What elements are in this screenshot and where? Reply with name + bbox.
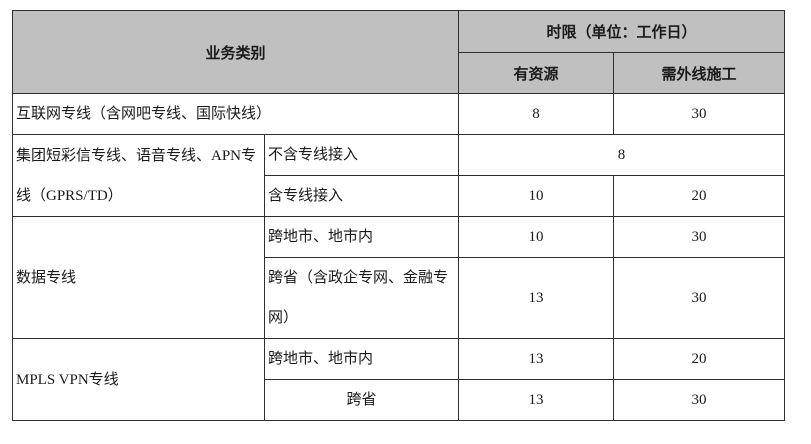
header-col-resource: 有资源	[458, 52, 615, 94]
cell-subcategory: 不含专线接入	[263, 134, 460, 176]
table-row: 集团短彩信专线、语音专线、APN专线（GPRS/TD） 不含专线接入 8	[12, 134, 786, 217]
cell-resource: 10	[458, 216, 615, 258]
header-row-2: 有资源 需外线施工	[13, 52, 786, 94]
table-row: 互联网专线（含网吧专线、国际快线） 8 30	[11, 93, 786, 135]
cell-subcategory: 含专线接入	[263, 175, 460, 217]
cell-construction: 30	[613, 257, 786, 339]
cell-resource: 13	[458, 379, 615, 421]
cell-construction: 20	[613, 175, 786, 217]
table-row: 含专线接入 10 20	[13, 175, 786, 217]
cell-subcategory: 跨省	[263, 379, 460, 421]
cell-construction: 30	[613, 93, 786, 135]
cell-construction: 30	[613, 216, 786, 258]
cell-construction: 30	[613, 379, 786, 421]
table-row: 数据专线 跨地市、地市内 10 30	[12, 216, 786, 339]
cell-category: 互联网专线（含网吧专线、国际快线）	[11, 93, 460, 135]
cell-category: 数据专线	[12, 216, 265, 339]
header-row-1: 业务类别 时限（单位：工作日）	[11, 10, 786, 94]
cell-merged-value: 8	[458, 134, 786, 176]
cell-category: MPLS VPN专线	[12, 338, 265, 421]
cell-resource: 8	[458, 93, 615, 135]
header-col-construction: 需外线施工	[613, 52, 786, 94]
business-time-limit-table: 业务类别 时限（单位：工作日） 有资源 需外线施工 互联网专线（含网吧专线、国际…	[11, 10, 786, 421]
cell-resource: 13	[458, 338, 615, 380]
cell-subcategory: 跨地市、地市内	[263, 338, 460, 380]
cell-subcategory: 跨省（含政企专网、金融专网）	[263, 257, 460, 339]
header-category: 业务类别	[11, 10, 460, 94]
cell-construction: 20	[613, 338, 786, 380]
header-time-limit: 时限（单位：工作日）	[458, 10, 786, 53]
cell-subcategory: 跨地市、地市内	[263, 216, 460, 258]
table-row: MPLS VPN专线 跨地市、地市内 13 20	[12, 338, 786, 421]
table-row: 跨省（含政企专网、金融专网） 13 30	[13, 257, 786, 339]
cell-resource: 13	[458, 257, 615, 339]
table-row: 跨省 13 30	[13, 379, 786, 421]
cell-category: 集团短彩信专线、语音专线、APN专线（GPRS/TD）	[12, 134, 265, 217]
cell-resource: 10	[458, 175, 615, 217]
